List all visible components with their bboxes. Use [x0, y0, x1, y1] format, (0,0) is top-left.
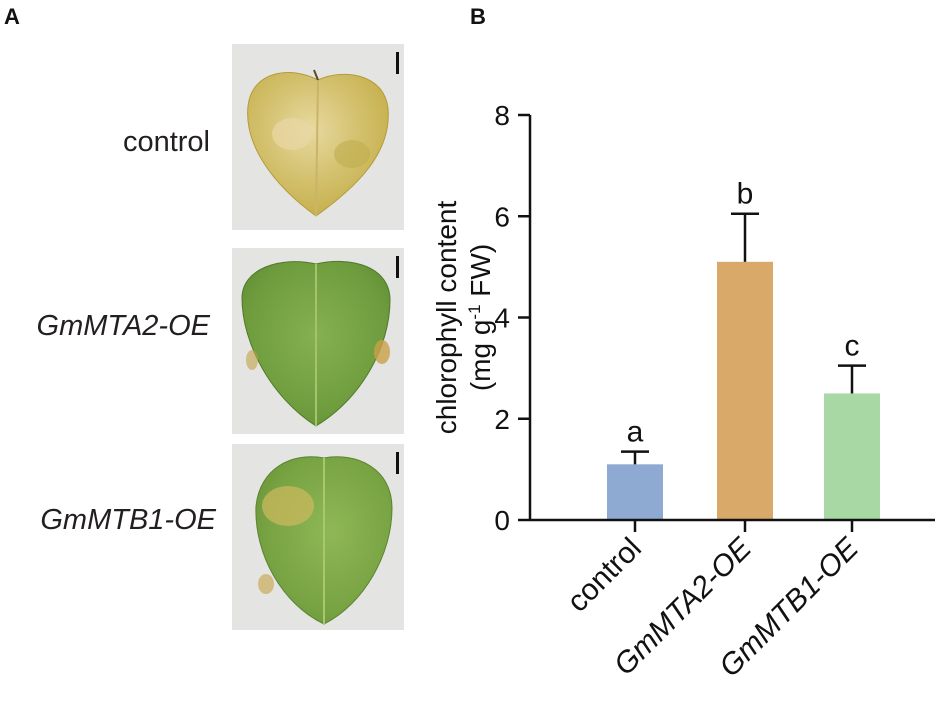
y-axis-unit-superscript: -1 [465, 304, 484, 319]
leaf-label-control: control [122, 126, 210, 158]
panel-a-label: A [4, 4, 20, 29]
scale-bar [396, 256, 399, 278]
leaf-photo-control [232, 44, 404, 230]
panel-b-label: B [470, 4, 486, 29]
leaf-photo-gmmta2-oe [232, 248, 404, 434]
bar-control [607, 464, 663, 520]
scale-bar [396, 52, 399, 74]
y-tick-label: 0 [494, 505, 510, 536]
significance-letter: c [845, 330, 860, 363]
leaf-label-gmmta2-oe: GmMTA2-OE [36, 310, 210, 342]
leaf-label-gmmtb1-oe: GmMTB1-OE [40, 504, 216, 536]
y-axis-unit-start: (mg g [465, 320, 496, 392]
bar-gmmta2-oe [717, 261, 773, 520]
leaf-photo-gmmtb1-oe [232, 444, 404, 630]
y-tick-label: 4 [494, 303, 510, 334]
y-axis-label: chlorophyll content [431, 201, 462, 435]
significance-letter: b [737, 178, 754, 211]
y-tick-label: 2 [494, 404, 510, 435]
y-axis-unit-label: (mg g-1 FW) [465, 244, 496, 391]
y-tick-label: 6 [494, 201, 510, 232]
bar-gmmtb1-oe [824, 393, 880, 520]
significance-letter: a [627, 416, 644, 449]
x-tick-label: control [561, 532, 648, 619]
y-axis-unit-end: FW) [465, 244, 496, 305]
y-tick-label: 8 [494, 100, 510, 131]
scale-bar [396, 452, 399, 474]
